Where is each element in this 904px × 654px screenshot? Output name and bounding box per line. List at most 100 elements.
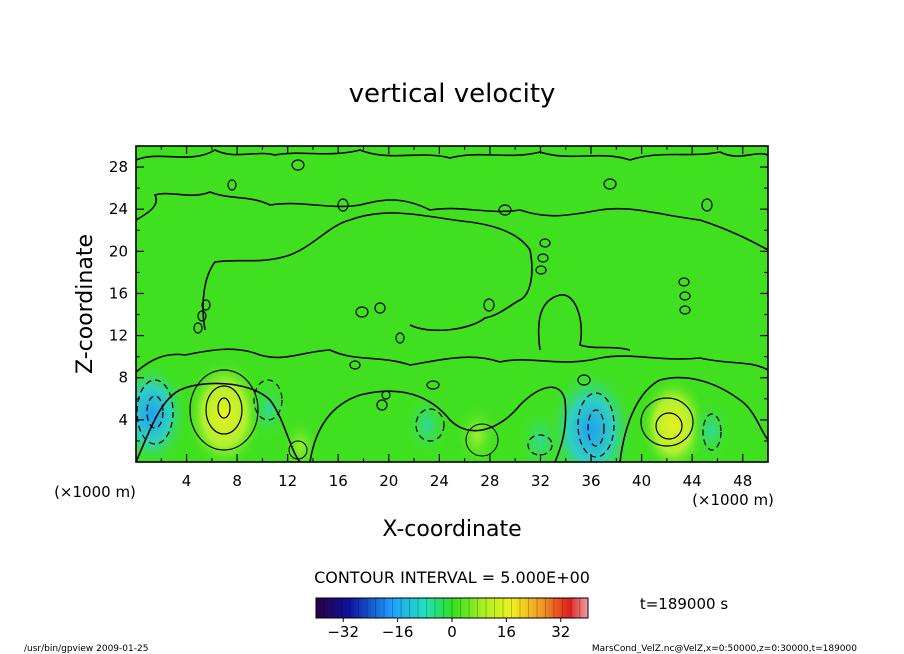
contour-interval-text: CONTOUR INTERVAL = 5.000E+00: [314, 568, 590, 587]
colorbar-tick-label: 0: [447, 623, 457, 641]
colorbar-tick-label: 32: [551, 623, 570, 641]
contour-island: [539, 238, 551, 248]
contour-ring: [288, 440, 308, 460]
x-tick-label: 20: [379, 472, 398, 490]
contour-island: [426, 380, 440, 390]
downdraft-feature: [403, 390, 450, 460]
time-text: t=189000 s: [640, 595, 728, 613]
x-tick-label: 12: [278, 472, 297, 490]
x-tick-label: 48: [733, 472, 752, 490]
contour-island: [603, 178, 617, 190]
contour-line-upper: [136, 149, 768, 161]
contour-ring: [640, 397, 694, 447]
contour-ring-dashed: [527, 434, 553, 456]
contour-rings-negative: [136, 379, 722, 458]
contour-island: [197, 310, 207, 322]
contour-ring-dashed: [702, 413, 722, 451]
y-tick-label: 24: [109, 200, 128, 218]
colorbar-ticks: −32 −16 0 16 32: [327, 618, 570, 641]
contour-island: [355, 306, 369, 318]
contour-island: [678, 277, 690, 287]
x-unit-label-left: (×1000 m): [54, 483, 136, 501]
contour-line-plateau: [202, 212, 533, 332]
chart-title: vertical velocity: [349, 79, 556, 109]
updraft-feature: [281, 416, 320, 462]
contour-island: [483, 298, 495, 312]
contour-line-mid-top: [136, 191, 768, 251]
colorbar-tick-label: −32: [327, 623, 359, 641]
footer-left: /usr/bin/gpview 2009-01-25: [24, 644, 148, 654]
contour-island: [537, 253, 549, 263]
contour-island: [679, 291, 691, 301]
contour-ring-dashed: [577, 392, 615, 458]
contour-island: [679, 305, 691, 315]
x-axis-ticks: 4 8 12 16 20 24 28 32 36 40 44 48: [160, 146, 752, 490]
contour-ring: [655, 412, 683, 440]
x-tick-label: 16: [329, 472, 348, 490]
contour-islands: [193, 159, 713, 411]
footer-right: MarsCond_VelZ.nc@VelZ,x=0:50000,z=0:3000…: [592, 644, 857, 654]
plot-frame: [135, 145, 769, 463]
contour-ring: [465, 423, 499, 457]
updraft-feature: [454, 401, 501, 462]
x-tick-label: 32: [531, 472, 550, 490]
contour-island: [376, 399, 388, 411]
x-tick-label: 28: [480, 472, 499, 490]
contour-island: [374, 302, 386, 314]
downdraft-feature: [136, 361, 189, 462]
contour-island: [498, 204, 512, 216]
contour-island: [349, 360, 361, 370]
contour-line-bottom-right: [619, 376, 768, 462]
y-axis-ticks: 4 8 12 16 20 24 28: [109, 158, 768, 442]
x-tick-label: 40: [632, 472, 651, 490]
contour-line-bottom-mid: [309, 386, 567, 462]
y-tick-label: 20: [109, 242, 128, 260]
x-tick-label: 8: [232, 472, 242, 490]
colorbar-tick-label: −16: [382, 623, 414, 641]
contour-island: [395, 332, 405, 344]
downdraft-feature: [517, 406, 564, 462]
y-tick-label: 12: [109, 327, 128, 345]
contour-island: [291, 159, 305, 171]
x-tick-label: 44: [683, 472, 702, 490]
y-tick-label: 28: [109, 158, 128, 176]
contour-island: [535, 265, 547, 275]
contour-ring-dashed: [146, 395, 164, 429]
contour-ring-dashed: [587, 409, 605, 447]
contour-ring-dashed: [253, 379, 283, 421]
x-axis-label: X-coordinate: [382, 517, 521, 542]
x-tick-label: 24: [430, 472, 449, 490]
x-unit-label-right: (×1000 m): [692, 491, 774, 509]
contour-island: [337, 198, 349, 212]
plot-area: [136, 146, 768, 462]
contour-island: [577, 374, 591, 386]
downdraft-feature: [247, 377, 290, 442]
contour-line-lower: [136, 348, 768, 373]
x-tick-label: 36: [581, 472, 600, 490]
contour-line-right-dome: [537, 294, 631, 351]
contour-lines: [136, 149, 768, 462]
contour-rings: [189, 369, 694, 460]
contour-line-bottom: [136, 382, 301, 462]
contour-ring-dashed: [136, 379, 174, 445]
colorbar-tick-label: 16: [497, 623, 516, 641]
contour-ring-dashed: [415, 408, 445, 442]
contour-ring: [189, 369, 259, 451]
y-tick-label: 8: [118, 369, 128, 387]
y-tick-label: 4: [118, 411, 128, 429]
y-tick-label: 16: [109, 284, 128, 302]
contour-island: [201, 299, 211, 311]
contour-island: [227, 179, 237, 191]
colorbar-segments: [324, 598, 580, 618]
y-axis-label: Z-coordinate: [73, 234, 98, 374]
contour-island: [193, 322, 203, 334]
contour-island: [381, 390, 391, 400]
contour-ring: [205, 385, 243, 435]
updraft-feature: [639, 376, 707, 462]
colorbar: −32 −16 0 16 32: [315, 597, 589, 641]
contour-island: [701, 198, 713, 212]
x-tick-label: 4: [182, 472, 192, 490]
downdraft-feature: [690, 398, 733, 462]
contour-ring: [217, 397, 231, 419]
